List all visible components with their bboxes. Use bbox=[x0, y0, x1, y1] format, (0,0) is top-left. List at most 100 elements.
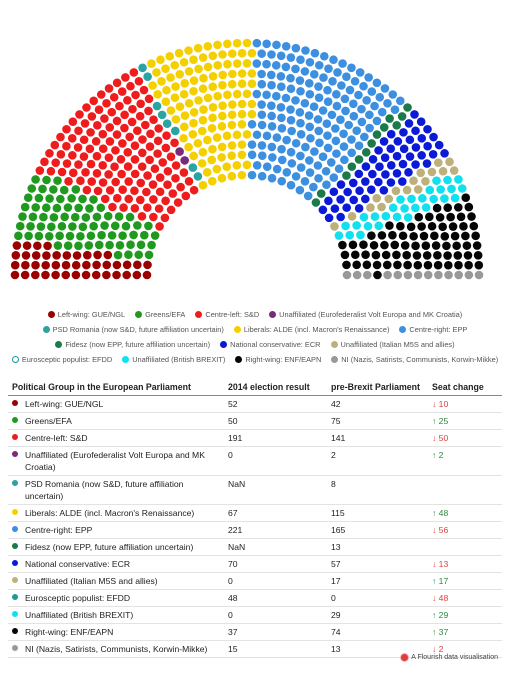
seat-alde[interactable] bbox=[237, 99, 247, 109]
seat-ecr[interactable] bbox=[348, 178, 358, 188]
seat-alde[interactable] bbox=[198, 126, 207, 136]
seat-sd[interactable] bbox=[136, 99, 145, 109]
seat-alde[interactable] bbox=[217, 142, 227, 152]
seat-enf[interactable] bbox=[433, 251, 442, 260]
seat-enf[interactable] bbox=[431, 241, 441, 250]
seat-brexit[interactable] bbox=[334, 231, 344, 240]
seat-epp[interactable] bbox=[287, 159, 297, 168]
seat-sd[interactable] bbox=[68, 168, 78, 178]
seat-alde[interactable] bbox=[193, 43, 203, 53]
seat-epp[interactable] bbox=[277, 82, 286, 92]
seat-alde[interactable] bbox=[212, 133, 222, 142]
seat-epp[interactable] bbox=[286, 105, 295, 114]
seat-greens[interactable] bbox=[18, 212, 27, 221]
seat-brexit[interactable] bbox=[418, 194, 427, 203]
seat-greens[interactable] bbox=[68, 222, 77, 231]
seat-sd[interactable] bbox=[130, 141, 140, 151]
seat-alde[interactable] bbox=[218, 101, 227, 110]
seat-gue[interactable] bbox=[71, 270, 81, 280]
seat-gue[interactable] bbox=[31, 260, 40, 270]
seat-alde[interactable] bbox=[237, 48, 247, 58]
seat-sd[interactable] bbox=[112, 130, 122, 139]
seat-sd[interactable] bbox=[93, 121, 102, 130]
seat-ecr[interactable] bbox=[324, 196, 333, 206]
seat-ecr[interactable] bbox=[386, 161, 396, 170]
seat-enf[interactable] bbox=[352, 260, 361, 270]
seat-brexit[interactable] bbox=[341, 221, 350, 231]
seat-epp[interactable] bbox=[271, 61, 281, 70]
seat-gue[interactable] bbox=[91, 270, 101, 280]
seat-epp[interactable] bbox=[282, 135, 291, 145]
seat-enf[interactable] bbox=[342, 260, 351, 270]
seat-ecr[interactable] bbox=[367, 185, 376, 194]
seat-sd[interactable] bbox=[161, 196, 170, 206]
legend-item[interactable]: National conservative: ECR bbox=[220, 339, 321, 350]
seat-epp[interactable] bbox=[354, 141, 364, 151]
seat-sd[interactable] bbox=[124, 177, 133, 186]
seat-sd[interactable] bbox=[81, 167, 90, 177]
seat-greens[interactable] bbox=[53, 241, 63, 250]
seat-epp[interactable] bbox=[282, 167, 292, 177]
seat-epp[interactable] bbox=[305, 89, 315, 99]
seat-greens[interactable] bbox=[27, 184, 37, 193]
seat-enf[interactable] bbox=[385, 221, 394, 230]
seat-greens[interactable] bbox=[118, 231, 127, 240]
seat-sd[interactable] bbox=[149, 212, 158, 222]
seat-sd[interactable] bbox=[146, 129, 155, 139]
seat-ni[interactable] bbox=[444, 270, 453, 280]
seat-epp[interactable] bbox=[357, 117, 367, 127]
seat-greens[interactable] bbox=[47, 222, 56, 232]
seat-greens[interactable] bbox=[26, 222, 35, 231]
seat-fidesz[interactable] bbox=[385, 114, 394, 123]
seat-enf[interactable] bbox=[361, 250, 370, 259]
seat-brexit[interactable] bbox=[440, 194, 449, 203]
seat-greens[interactable] bbox=[92, 212, 102, 222]
seat-gue[interactable] bbox=[41, 260, 50, 270]
seat-ecr[interactable] bbox=[318, 205, 328, 215]
seat-enf[interactable] bbox=[402, 250, 412, 260]
seat-sd[interactable] bbox=[176, 182, 185, 192]
seat-ecr[interactable] bbox=[336, 212, 345, 222]
seat-sd[interactable] bbox=[137, 162, 147, 171]
seat-greens[interactable] bbox=[60, 212, 69, 222]
seat-epp[interactable] bbox=[339, 142, 349, 151]
seat-enf[interactable] bbox=[377, 231, 387, 240]
seat-greens[interactable] bbox=[55, 231, 64, 241]
seat-alde[interactable] bbox=[242, 130, 252, 139]
seat-greens[interactable] bbox=[45, 194, 54, 203]
seat-epp[interactable] bbox=[341, 106, 350, 116]
seat-ecr[interactable] bbox=[411, 126, 420, 136]
seat-epp[interactable] bbox=[268, 153, 277, 162]
seat-alde[interactable] bbox=[242, 89, 252, 99]
legend-item[interactable]: Left-wing: GUE/NGL bbox=[47, 309, 125, 320]
seat-epp[interactable] bbox=[267, 142, 277, 152]
seat-sd[interactable] bbox=[120, 123, 129, 133]
seat-epp[interactable] bbox=[257, 110, 267, 120]
seat-greens[interactable] bbox=[129, 230, 138, 240]
seat-alde[interactable] bbox=[228, 100, 237, 109]
seat-brexit[interactable] bbox=[352, 221, 361, 230]
seat-greens[interactable] bbox=[59, 185, 69, 195]
seat-epp[interactable] bbox=[252, 130, 262, 140]
seat-alde[interactable] bbox=[222, 162, 232, 172]
seat-alde[interactable] bbox=[227, 110, 237, 120]
seat-brexit[interactable] bbox=[436, 185, 445, 194]
seat-greens[interactable] bbox=[49, 213, 59, 222]
seat-sd[interactable] bbox=[145, 155, 154, 165]
seat-sd[interactable] bbox=[184, 177, 194, 186]
seat-enf[interactable] bbox=[425, 212, 434, 222]
seat-sd[interactable] bbox=[98, 161, 108, 170]
seat-ni[interactable] bbox=[434, 270, 443, 280]
seat-alde[interactable] bbox=[198, 147, 208, 157]
seat-greens[interactable] bbox=[38, 184, 47, 194]
seat-epp[interactable] bbox=[349, 99, 358, 109]
seat-alde[interactable] bbox=[174, 48, 184, 58]
seat-epp[interactable] bbox=[357, 104, 366, 114]
seat-epp[interactable] bbox=[281, 93, 291, 103]
seat-enf[interactable] bbox=[367, 231, 376, 240]
seat-epp[interactable] bbox=[296, 151, 305, 161]
seat-sd[interactable] bbox=[104, 153, 114, 162]
seat-gue[interactable] bbox=[83, 250, 92, 260]
seat-ni[interactable] bbox=[393, 270, 403, 280]
seat-fidesz[interactable] bbox=[311, 198, 321, 207]
